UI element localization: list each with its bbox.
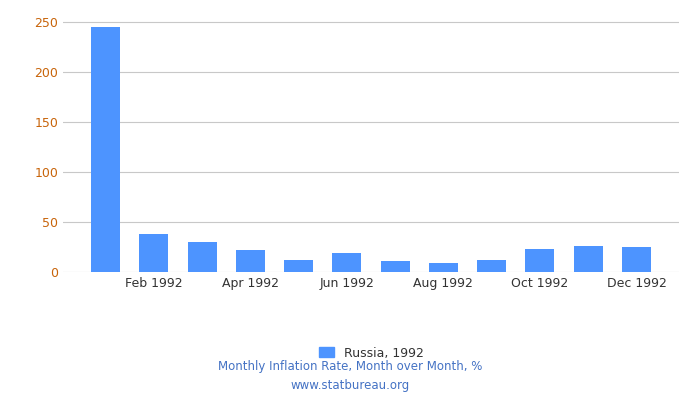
Bar [284,260,313,272]
Bar [332,253,361,272]
Bar [429,263,458,272]
Bar [188,242,216,272]
Text: Monthly Inflation Rate, Month over Month, %
www.statbureau.org: Monthly Inflation Rate, Month over Month… [218,360,482,392]
Bar [139,234,168,272]
Bar [622,247,651,272]
Bar [91,27,120,272]
Legend: Russia, 1992: Russia, 1992 [314,342,428,364]
Bar [381,261,409,272]
Bar [574,246,603,272]
Bar [477,260,506,272]
Bar [236,250,265,272]
Bar [526,249,554,272]
